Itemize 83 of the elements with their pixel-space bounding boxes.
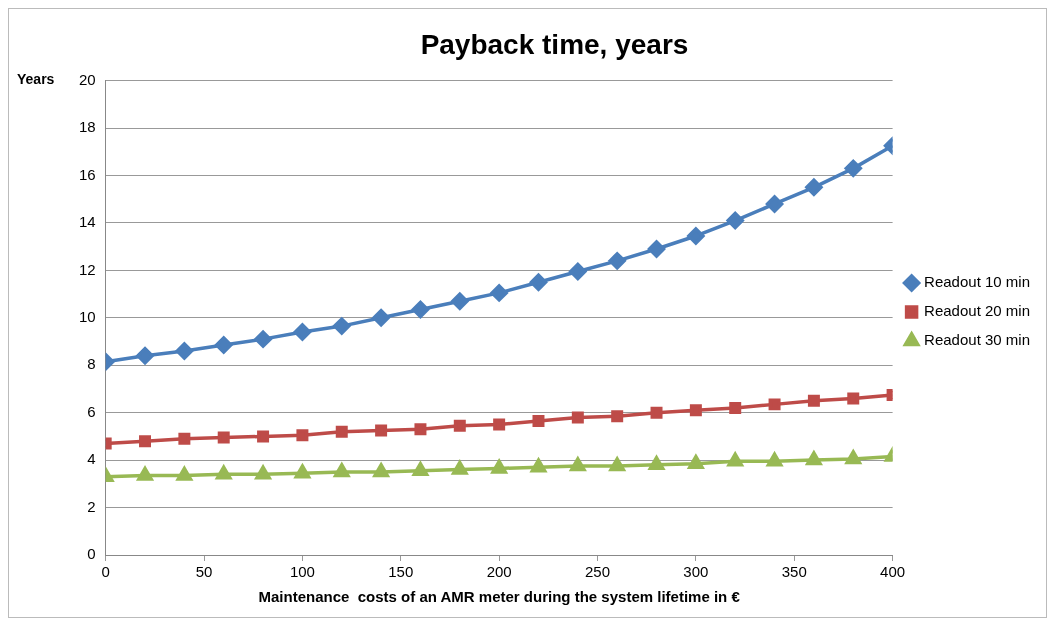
point [333,317,351,335]
point [647,240,666,258]
x-tick-label: 150 [388,563,414,581]
point [217,431,230,444]
y-tick-label: 2 [87,497,96,515]
point [214,336,233,354]
point [650,406,663,419]
point [648,456,665,471]
point [136,347,154,365]
point [807,394,820,407]
point [569,262,587,281]
point [845,450,862,465]
y-tick-label: 18 [79,118,96,136]
point [726,450,745,467]
y-tick-label: 10 [79,307,96,325]
x-tick-label: 200 [486,563,512,581]
chart-title: Payback time, years [420,28,689,60]
point [373,463,389,478]
x-tick-label: 0 [101,563,110,581]
point [609,457,625,472]
point [414,423,427,436]
point [490,284,508,302]
legend-label: Readout 30 min [924,331,1031,349]
point [335,425,348,438]
point [178,432,191,445]
x-tick-label: 350 [781,563,807,581]
point [847,392,860,405]
point [729,401,742,414]
point [844,159,862,178]
point [412,462,429,477]
point [175,342,194,360]
point [137,466,153,481]
point [139,435,152,448]
point [375,424,388,437]
y-tick-label: 20 [79,70,96,88]
point [687,227,705,245]
point [214,463,233,480]
point [296,429,309,442]
y-tick-label: 14 [79,213,96,231]
y-tick-label: 8 [87,355,96,373]
point [257,430,270,443]
point [493,418,506,431]
y-tick-label: 6 [87,402,96,420]
point [768,398,781,411]
point [765,195,784,213]
point [176,466,193,481]
legend-label: Readout 20 min [924,302,1031,320]
x-axis-title: Maintenance costs of an AMR meter during the system lifetime in € [258,588,741,606]
point [726,211,744,230]
y-tick-label: 0 [87,545,96,563]
y-tick-label: 16 [79,165,96,183]
x-tick-label: 400 [880,563,906,581]
y-tick-label: 4 [87,450,96,468]
point [570,457,586,472]
point [532,414,545,427]
point [611,410,624,423]
point [372,309,390,327]
point [254,463,272,480]
point [293,323,312,341]
legend-label: Readout 10 min [924,273,1031,291]
point [254,330,272,348]
point [608,252,626,270]
y-tick-label: 12 [79,260,96,278]
point [411,300,430,319]
point [806,451,822,466]
point [689,404,702,417]
point [530,458,547,473]
x-tick-label: 100 [289,563,315,581]
x-tick-label: 250 [584,563,611,581]
point [294,464,311,479]
point [529,273,548,291]
point [453,419,466,432]
point [571,411,584,424]
x-tick-label: 300 [683,563,709,581]
point [805,178,823,197]
point [765,450,784,467]
y-axis-title: Years [17,71,55,88]
point [333,463,350,478]
point [491,459,507,474]
point [451,460,468,475]
point [451,292,469,310]
point [688,454,704,469]
x-tick-label: 50 [195,563,213,581]
